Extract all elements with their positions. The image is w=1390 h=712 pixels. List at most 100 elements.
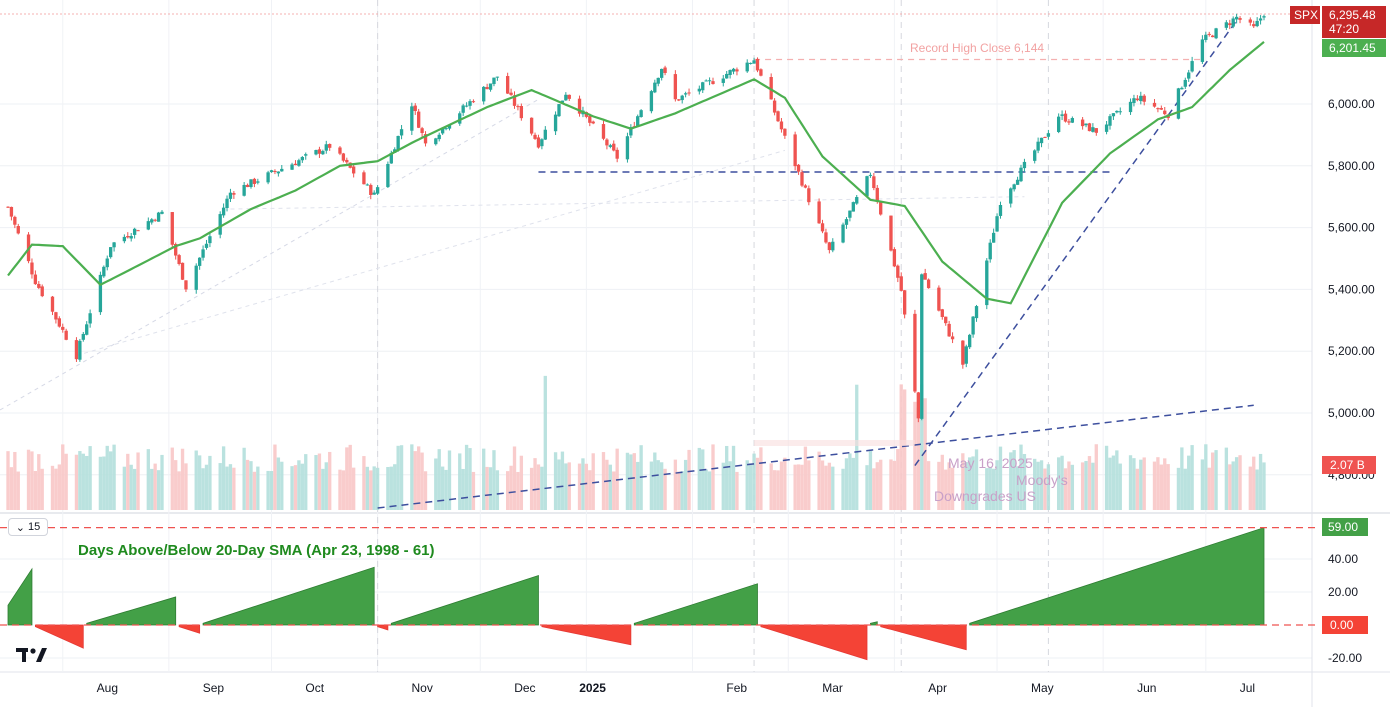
volume-bar bbox=[974, 449, 979, 510]
candle-body bbox=[6, 206, 10, 208]
volume-bar bbox=[468, 448, 472, 510]
candle-body bbox=[533, 134, 537, 139]
candle-body bbox=[536, 137, 541, 148]
candle-body bbox=[998, 205, 1003, 216]
volume-bar bbox=[129, 464, 133, 510]
volume-bar bbox=[1060, 455, 1064, 510]
time-axis-label: Nov bbox=[412, 681, 433, 695]
highlight-band bbox=[754, 440, 915, 446]
candle-body bbox=[615, 149, 619, 159]
volume-bar bbox=[197, 455, 202, 510]
candle-body bbox=[242, 184, 246, 196]
candle-body bbox=[512, 95, 517, 106]
volume-bar bbox=[944, 469, 948, 510]
volume-bar bbox=[276, 457, 281, 510]
candle-body bbox=[803, 185, 808, 188]
volume-bar bbox=[748, 463, 753, 510]
oscillator-tick-label: -20.00 bbox=[1328, 651, 1362, 665]
volume-bar bbox=[324, 462, 328, 510]
volume-bar bbox=[447, 450, 452, 510]
candle-body bbox=[1255, 20, 1259, 27]
volume-bar bbox=[365, 466, 370, 510]
last-price-label: 6,295.48 bbox=[1329, 8, 1376, 22]
candle-body bbox=[974, 306, 979, 319]
annotation-layer bbox=[0, 13, 1312, 509]
candle-body bbox=[297, 160, 301, 166]
volume-bar bbox=[1139, 459, 1143, 510]
volume-bar bbox=[420, 452, 424, 510]
candle-body bbox=[711, 81, 715, 85]
candle-body bbox=[396, 135, 400, 151]
candle-body bbox=[280, 168, 284, 172]
candle-body bbox=[759, 69, 763, 76]
volume-bar bbox=[174, 460, 178, 510]
candle-body bbox=[567, 94, 571, 99]
volume-bar bbox=[536, 464, 541, 510]
volume-bar bbox=[807, 460, 811, 510]
candle-body bbox=[136, 230, 140, 232]
oscillator-area-above bbox=[202, 566, 375, 626]
volume-bar bbox=[9, 467, 14, 510]
candle-body bbox=[1056, 116, 1061, 133]
sma-value-tag: 6,201.45 bbox=[1322, 39, 1386, 57]
indicator-collapse-button[interactable]: ⌄ 15 bbox=[8, 518, 48, 536]
volume-bar bbox=[564, 463, 568, 510]
candle-body bbox=[889, 215, 893, 251]
symbol-tag[interactable]: SPX bbox=[1290, 6, 1320, 24]
candle-body bbox=[122, 236, 127, 242]
price-tick-label: 5,000.00 bbox=[1328, 406, 1375, 420]
tradingview-logo-icon[interactable] bbox=[16, 646, 48, 664]
candle-body bbox=[855, 197, 859, 204]
oscillator-area-above bbox=[633, 583, 758, 626]
candle-body bbox=[1159, 108, 1163, 110]
volume-bar bbox=[608, 464, 612, 510]
volume-bar bbox=[625, 452, 630, 510]
volume-bar bbox=[697, 447, 701, 510]
volume-bar bbox=[160, 454, 164, 510]
volume-bar bbox=[509, 465, 513, 510]
volume-bar bbox=[673, 459, 678, 510]
price-tick-label: 5,600.00 bbox=[1328, 221, 1375, 235]
candle-body bbox=[673, 74, 678, 100]
volume-bar bbox=[228, 464, 233, 510]
candle-body bbox=[132, 228, 137, 235]
candle-body bbox=[817, 201, 821, 224]
volume-bar bbox=[57, 464, 62, 510]
candle-body bbox=[1039, 137, 1044, 144]
time-axis-label: Dec bbox=[514, 681, 535, 695]
candle-body bbox=[701, 82, 705, 91]
candle-body bbox=[464, 105, 469, 107]
volume-bar bbox=[649, 461, 654, 510]
candle-body bbox=[1022, 161, 1027, 169]
candle-body bbox=[1187, 72, 1191, 79]
volume-bar bbox=[221, 446, 226, 510]
candle-body bbox=[663, 67, 667, 73]
volume-bar bbox=[245, 459, 250, 510]
candle-body bbox=[937, 287, 941, 311]
volume-bar bbox=[988, 467, 992, 510]
candle-body bbox=[13, 216, 17, 225]
volume-bar bbox=[1190, 445, 1194, 510]
candle-body bbox=[926, 279, 931, 289]
volume-bar bbox=[177, 471, 181, 510]
volume-bar bbox=[1238, 455, 1242, 510]
volume-bar bbox=[725, 445, 729, 510]
candle-body bbox=[85, 324, 89, 335]
candle-body bbox=[865, 176, 869, 197]
candle-body bbox=[40, 286, 44, 297]
candle-body bbox=[293, 163, 298, 166]
volume-bar bbox=[1063, 468, 1068, 510]
candle-body bbox=[1204, 34, 1208, 40]
volume-bar bbox=[920, 384, 924, 510]
candle-body bbox=[1009, 188, 1013, 204]
volume-bar bbox=[440, 466, 445, 510]
candle-body bbox=[1012, 184, 1016, 190]
oscillator-value-label: 59.00 bbox=[1328, 520, 1358, 534]
volume-bar bbox=[1152, 461, 1157, 510]
candle-body bbox=[1238, 18, 1242, 20]
volume-bar bbox=[1108, 457, 1112, 510]
candle-body bbox=[1084, 123, 1088, 126]
candle-body bbox=[875, 187, 879, 202]
volume-bar bbox=[1046, 464, 1051, 510]
time-axis-label: Oct bbox=[305, 681, 324, 695]
